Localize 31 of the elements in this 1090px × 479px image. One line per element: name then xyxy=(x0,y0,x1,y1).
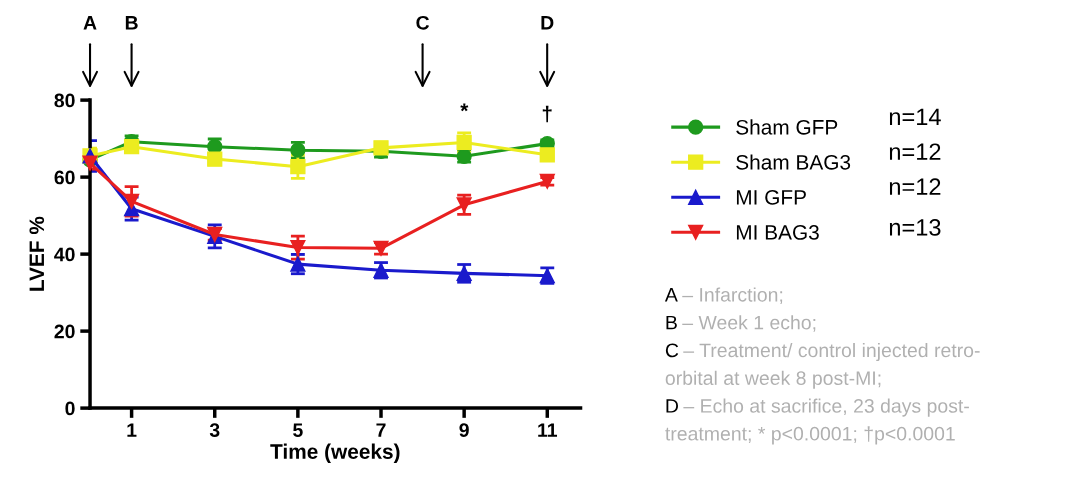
y-axis-title: LVEF % xyxy=(29,216,45,291)
x-tick-label: 5 xyxy=(293,423,303,437)
text: A – Infarction; xyxy=(664,287,783,304)
y-tick-label: 80 xyxy=(54,93,75,108)
text: n=12 xyxy=(889,143,941,160)
legend-label: Sham BAG3 xyxy=(736,154,851,170)
text: n=12 xyxy=(889,178,941,195)
legend-label: Sham GFP xyxy=(736,119,838,135)
text: C xyxy=(416,15,430,30)
legend-label: MI BAG3 xyxy=(736,225,819,240)
text: B xyxy=(125,16,138,30)
legend-label: MI GFP xyxy=(736,189,806,205)
y-tick-label: 0 xyxy=(65,401,75,416)
text: A xyxy=(83,16,97,30)
x-axis-title: Time (weeks) xyxy=(270,443,400,464)
x-tick-label: 11 xyxy=(538,423,558,437)
text: C – Treatment/ control injected retro- orbital at week 8 post-MI; xyxy=(665,342,980,389)
x-tick-label: 1 xyxy=(127,423,137,437)
text: B – Week 1 echo; xyxy=(666,315,816,332)
annotation: † xyxy=(542,105,552,123)
text: n=14 xyxy=(889,108,941,125)
annotation: * xyxy=(460,103,469,112)
text: n=13 xyxy=(889,219,941,236)
text: D – Echo at sacrifice, 23 days post- treatment; * p<0.0001; †p<0.0001 xyxy=(665,398,969,445)
y-tick-label: 20 xyxy=(54,324,75,339)
y-tick-label: 60 xyxy=(54,170,75,185)
x-tick-label: 9 xyxy=(459,423,469,437)
text: D xyxy=(541,16,554,30)
y-tick-label: 40 xyxy=(54,247,75,262)
x-tick-label: 3 xyxy=(209,423,220,437)
x-tick-label: 7 xyxy=(376,423,386,437)
